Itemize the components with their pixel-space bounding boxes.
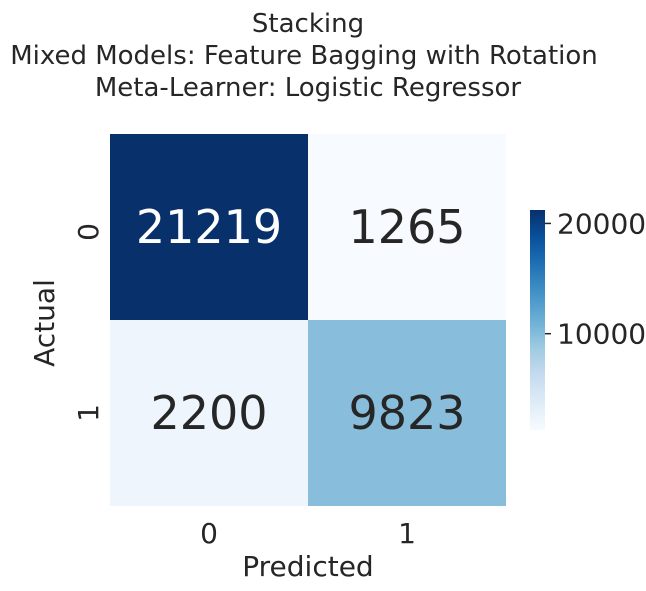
chart-title-line-1: Stacking — [252, 9, 364, 39]
colorbar-ticks: 10000 20000 — [545, 207, 646, 351]
heatmap-cell-1-0 — [110, 320, 308, 506]
colorbar-tick-label-0: 10000 — [557, 318, 646, 351]
x-tick-label-1: 1 — [398, 517, 416, 550]
heatmap-cell-label-1-0: 2200 — [150, 386, 267, 440]
y-tick-label-1: 1 — [72, 404, 105, 422]
heatmap-cell-label-1-1: 9823 — [348, 386, 465, 440]
heatmap-cell-label-0-1: 1265 — [348, 200, 465, 254]
x-tick-label-0: 0 — [200, 517, 218, 550]
heatmap-cell-0-1 — [308, 134, 506, 320]
chart-title-line-2: Mixed Models: Feature Bagging with Rotat… — [10, 41, 598, 71]
chart-title-line-3: Meta-Learner: Logistic Regressor — [95, 73, 522, 103]
colorbar — [530, 210, 545, 430]
colorbar-tick-label-1: 20000 — [557, 207, 646, 240]
heatmap-cell-0-0 — [110, 134, 308, 320]
x-axis-label: Predicted — [242, 550, 373, 583]
y-tick-label-0: 0 — [72, 223, 105, 241]
heatmap-cell-label-0-0: 21219 — [136, 200, 282, 254]
heatmap-cell-1-1 — [308, 320, 506, 506]
heatmap-grid: 21219 1265 2200 9823 — [110, 134, 506, 506]
y-axis-label: Actual — [28, 279, 61, 367]
